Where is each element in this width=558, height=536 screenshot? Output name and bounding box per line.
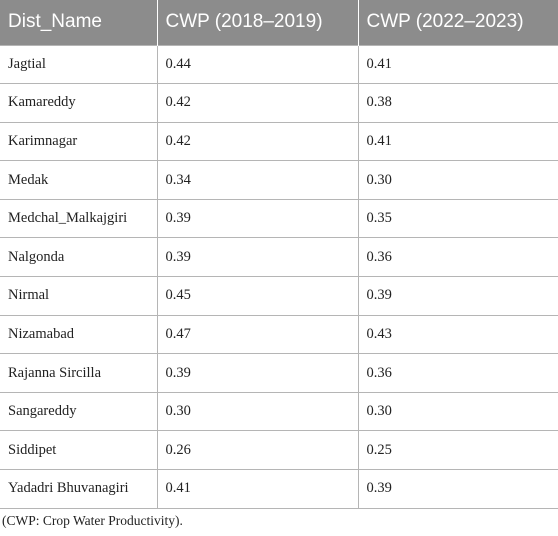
cell-cwp-2022-2023: 0.25 (357, 430, 558, 471)
cell-cwp-2022-2023: 0.41 (357, 121, 558, 162)
cell-cwp-2022-2023: 0.36 (357, 237, 558, 278)
cell-cwp-2022-2023: 0.36 (357, 353, 558, 393)
cell-cwp-2018-2019: 0.42 (156, 121, 359, 162)
table-row: Jagtial 0.44 0.41 (0, 44, 558, 85)
table-row: Yadadri Bhuvanagiri 0.41 0.39 (0, 469, 558, 509)
cell-cwp-2022-2023: 0.38 (357, 83, 558, 123)
cell-cwp-2018-2019: 0.34 (156, 160, 359, 200)
table-row: Sangareddy 0.30 0.30 (0, 391, 558, 432)
cell-cwp-2018-2019: 0.44 (156, 44, 359, 85)
cell-cwp-2022-2023: 0.39 (357, 276, 558, 316)
cwp-table: Dist_Name CWP (2018–2019) CWP (2022–2023… (0, 0, 558, 509)
cell-cwp-2018-2019: 0.42 (156, 83, 359, 123)
table-row: Medchal_Malkajgiri 0.39 0.35 (0, 198, 558, 239)
cell-cwp-2022-2023: 0.43 (357, 314, 558, 355)
header-cwp-2018-2019: CWP (2018–2019) (157, 0, 359, 45)
cell-dist-name: Rajanna Sircilla (0, 353, 158, 393)
cell-dist-name: Nizamabad (0, 314, 158, 355)
cell-cwp-2018-2019: 0.30 (156, 391, 359, 432)
table-row: Kamareddy 0.42 0.38 (0, 83, 558, 123)
cell-cwp-2018-2019: 0.39 (156, 237, 359, 278)
cell-dist-name: Nirmal (0, 276, 158, 316)
cell-dist-name: Jagtial (0, 44, 158, 85)
cell-dist-name: Yadadri Bhuvanagiri (0, 469, 158, 509)
cell-cwp-2022-2023: 0.41 (357, 44, 558, 85)
cell-dist-name: Siddipet (0, 430, 158, 471)
cell-cwp-2018-2019: 0.41 (156, 469, 359, 509)
cell-cwp-2018-2019: 0.39 (156, 353, 359, 393)
table-row: Nirmal 0.45 0.39 (0, 276, 558, 316)
header-dist-name: Dist_Name (0, 0, 158, 45)
cell-cwp-2018-2019: 0.39 (156, 198, 359, 239)
table-row: Siddipet 0.26 0.25 (0, 430, 558, 471)
table-footnote: (CWP: Crop Water Productivity). (2, 513, 183, 528)
table-header: Dist_Name CWP (2018–2019) CWP (2022–2023… (0, 0, 558, 45)
cell-dist-name: Medchal_Malkajgiri (0, 198, 158, 239)
cell-cwp-2018-2019: 0.26 (156, 430, 359, 471)
cell-dist-name: Kamareddy (0, 83, 158, 123)
cell-cwp-2022-2023: 0.35 (357, 198, 558, 239)
cell-dist-name: Karimnagar (0, 121, 158, 162)
cell-dist-name: Sangareddy (0, 391, 158, 432)
table-row: Rajanna Sircilla 0.39 0.36 (0, 353, 558, 393)
table-row: Nalgonda 0.39 0.36 (0, 237, 558, 278)
table-body: Jagtial 0.44 0.41 Kamareddy 0.42 0.38 Karimnag… (0, 44, 558, 509)
header-row: Dist_Name CWP (2018–2019) CWP (2022–2023… (0, 0, 558, 45)
table-row: Nizamabad 0.47 0.43 (0, 314, 558, 355)
cell-dist-name: Nalgonda (0, 237, 158, 278)
cell-dist-name: Medak (0, 160, 158, 200)
cell-cwp-2018-2019: 0.47 (156, 314, 359, 355)
cell-cwp-2022-2023: 0.30 (357, 391, 558, 432)
table-row: Karimnagar 0.42 0.41 (0, 121, 558, 162)
cell-cwp-2022-2023: 0.30 (357, 160, 558, 200)
header-cwp-2022-2023: CWP (2022–2023) (358, 0, 558, 45)
cell-cwp-2022-2023: 0.39 (357, 469, 558, 509)
cell-cwp-2018-2019: 0.45 (156, 276, 359, 316)
table-row: Medak 0.34 0.30 (0, 160, 558, 200)
